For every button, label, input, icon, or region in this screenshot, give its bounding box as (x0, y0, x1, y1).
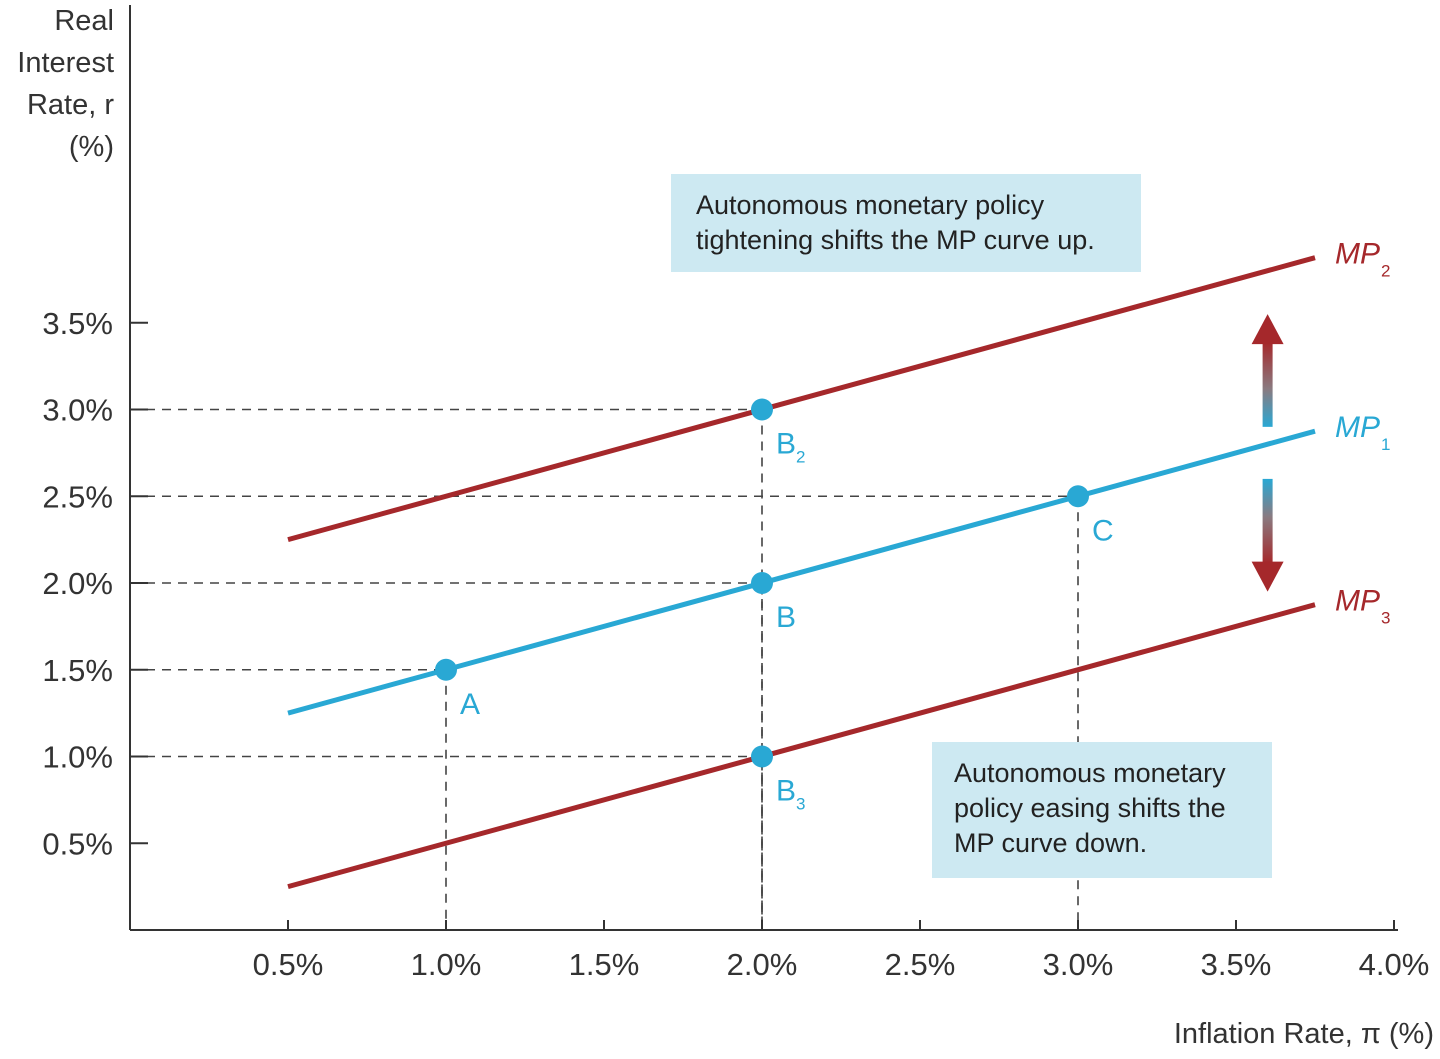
annotation-easing: Autonomous monetary policy easing shifts… (932, 742, 1272, 878)
point-label: B3 (776, 775, 805, 814)
point-B (751, 572, 773, 594)
mp1-label: MP1 (1335, 411, 1390, 454)
point-label: C (1092, 514, 1114, 547)
axis-ticks: 0.5% 1.0% 1.5% 2.0% 2.5% 3.0% 3.5% 4.0% 0.5% 1.0%… (42, 306, 1429, 982)
point-label: B (776, 601, 796, 634)
annotation-line: tightening shifts the MP curve up. (696, 225, 1095, 255)
shift-arrow-up-head (1251, 314, 1284, 345)
shift-arrow-down-shaft (1262, 478, 1273, 564)
annotation-line: Autonomous monetary (954, 758, 1226, 788)
curve-labels: MP2 MP1 MP3 (1335, 238, 1390, 628)
series-lines (287, 255, 1316, 890)
annotation-tightening: Autonomous monetary policy tightening sh… (671, 174, 1141, 272)
mp3-label: MP3 (1335, 585, 1390, 628)
x-tick-label: 1.5% (569, 947, 640, 982)
equilibrium-points: A B C B2 B3 (435, 398, 1114, 814)
y-tick-label: 0.5% (42, 826, 113, 861)
mp3-curve (287, 602, 1316, 890)
mp2-label: MP2 (1335, 238, 1390, 281)
y-axis-label: Real Interest Rate, r (%) (0, 0, 114, 168)
point-C (1067, 485, 1089, 508)
point-B3 (751, 745, 773, 768)
annotation-line: MP curve down. (954, 828, 1148, 858)
x-tick-label: 2.0% (727, 947, 798, 982)
x-tick-label: 0.5% (253, 947, 324, 982)
x-tick-label: 3.0% (1043, 947, 1114, 982)
shift-arrow-up-shaft (1262, 342, 1273, 427)
y-tick-label: 2.0% (42, 566, 113, 601)
axes (129, 5, 1398, 931)
mp1-curve (287, 428, 1316, 716)
y-tick-label: 3.0% (42, 393, 113, 428)
dashed-guides (130, 408, 1079, 930)
point-B2 (751, 398, 773, 421)
annotation-line: policy easing shifts the (954, 793, 1226, 823)
point-label: A (460, 688, 480, 721)
x-axis-label: Inflation Rate, π (%) (1173, 1018, 1434, 1050)
y-axis-label-line: Interest (17, 47, 114, 79)
point-label: B2 (776, 428, 805, 467)
shift-arrow-down-head (1251, 561, 1284, 592)
x-tick-label: 1.0% (411, 947, 482, 982)
mp2-curve (287, 255, 1316, 543)
y-axis-label-line: Real (54, 5, 114, 37)
x-tick-label: 3.5% (1201, 947, 1272, 982)
y-axis-label-line: (%) (68, 131, 114, 163)
y-tick-label: 1.0% (42, 740, 113, 775)
y-tick-label: 3.5% (42, 306, 113, 341)
y-axis-label-line: Rate, r (26, 89, 114, 121)
y-tick-label: 2.5% (42, 479, 113, 514)
shift-arrow (1251, 314, 1284, 592)
annotation-line: Autonomous monetary policy (696, 190, 1045, 220)
y-tick-label: 1.5% (42, 653, 113, 688)
x-tick-label: 4.0% (1359, 947, 1430, 982)
point-A (435, 658, 457, 681)
x-tick-label: 2.5% (885, 947, 956, 982)
